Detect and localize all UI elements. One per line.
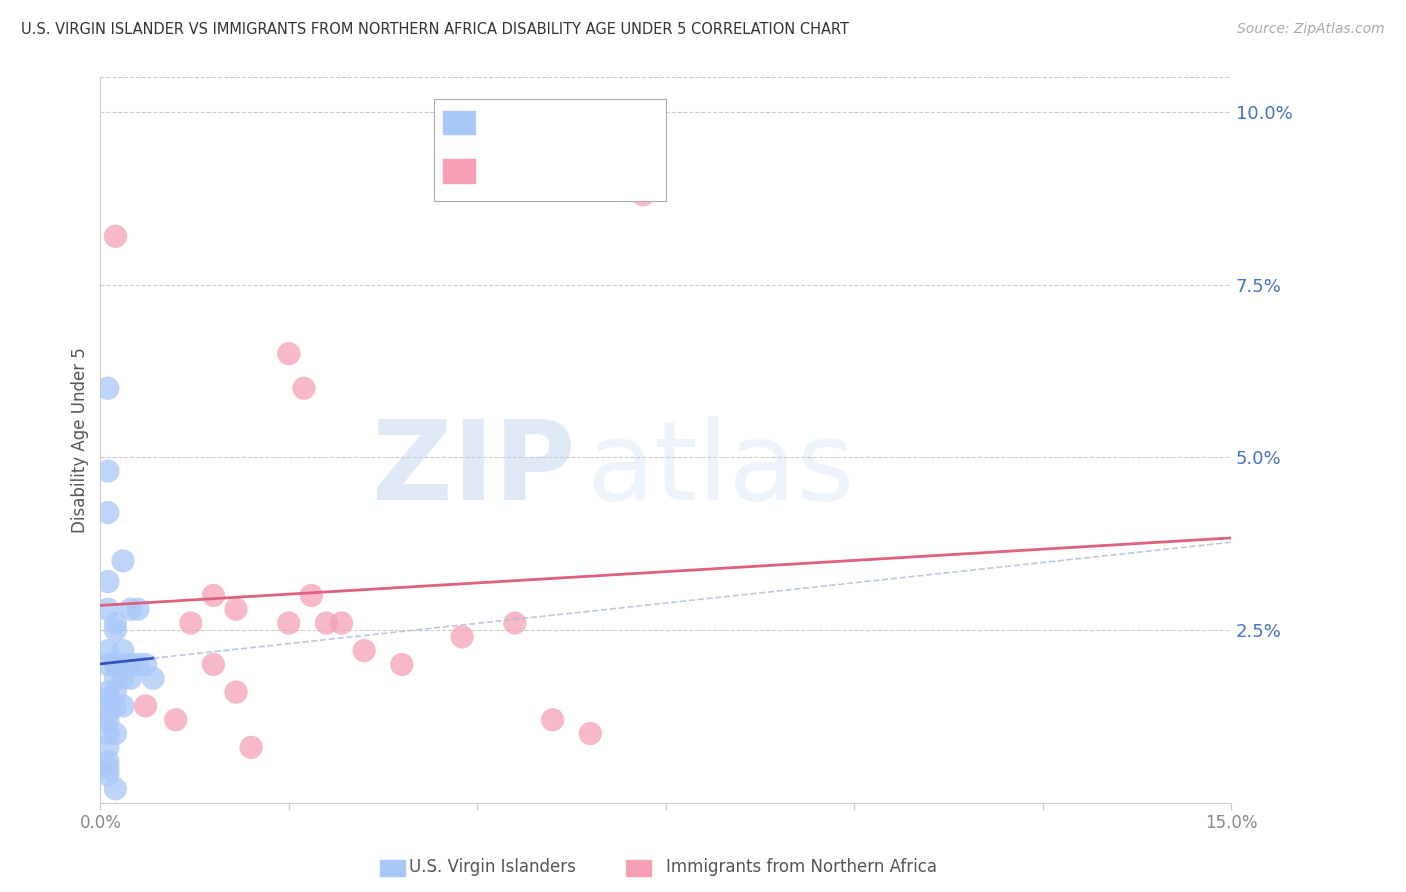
Text: N =: N =: [579, 159, 617, 177]
Point: [97, 740, 120, 755]
Point: [97, 381, 120, 395]
Point: [97, 685, 120, 699]
Point: [104, 623, 127, 637]
Text: N =: N =: [579, 111, 617, 128]
Point: [97, 602, 120, 616]
Text: R =: R =: [484, 111, 520, 128]
Point: [111, 671, 134, 685]
Point: [111, 554, 134, 568]
Text: 22: 22: [617, 159, 640, 177]
Point: [104, 657, 127, 672]
Y-axis label: Disability Age Under 5: Disability Age Under 5: [72, 347, 89, 533]
Point: [165, 713, 187, 727]
Point: [111, 657, 134, 672]
Point: [541, 713, 564, 727]
Bar: [443, 111, 475, 134]
Point: [104, 781, 127, 796]
Point: [135, 698, 157, 713]
Point: [127, 657, 149, 672]
Bar: [443, 160, 475, 183]
Point: [104, 671, 127, 685]
Text: 0.537: 0.537: [526, 159, 578, 177]
Point: [111, 643, 134, 657]
Text: 0.332: 0.332: [526, 111, 578, 128]
Point: [299, 588, 322, 602]
Text: R =: R =: [484, 159, 520, 177]
Point: [111, 698, 134, 713]
Point: [292, 381, 315, 395]
Point: [225, 602, 247, 616]
Point: [104, 685, 127, 699]
Point: [391, 657, 413, 672]
Point: [104, 657, 127, 672]
Point: [451, 630, 474, 644]
Text: Immigrants from Northern Africa: Immigrants from Northern Africa: [666, 858, 936, 876]
Point: [120, 657, 142, 672]
Point: [579, 726, 602, 740]
Point: [97, 657, 120, 672]
Text: U.S. Virgin Islanders: U.S. Virgin Islanders: [409, 858, 575, 876]
Point: [97, 754, 120, 768]
Point: [97, 643, 120, 657]
Point: [97, 706, 120, 720]
Point: [277, 615, 299, 630]
Point: [240, 740, 263, 755]
Point: [104, 698, 127, 713]
Point: [631, 187, 654, 202]
Point: [277, 347, 299, 361]
Point: [225, 685, 247, 699]
Point: [97, 692, 120, 706]
Point: [97, 768, 120, 782]
Point: [142, 671, 165, 685]
Point: [97, 464, 120, 478]
Point: [353, 643, 375, 657]
Point: [97, 726, 120, 740]
Point: [503, 615, 526, 630]
Point: [120, 602, 142, 616]
Text: 37: 37: [617, 111, 640, 128]
Point: [180, 615, 202, 630]
Point: [127, 602, 149, 616]
Text: U.S. VIRGIN ISLANDER VS IMMIGRANTS FROM NORTHERN AFRICA DISABILITY AGE UNDER 5 C: U.S. VIRGIN ISLANDER VS IMMIGRANTS FROM …: [21, 22, 849, 37]
Point: [104, 615, 127, 630]
Point: [202, 657, 225, 672]
Point: [120, 671, 142, 685]
Point: [97, 713, 120, 727]
Text: atlas: atlas: [586, 416, 855, 523]
Point: [330, 615, 353, 630]
Text: Source: ZipAtlas.com: Source: ZipAtlas.com: [1237, 22, 1385, 37]
Point: [104, 229, 127, 244]
Point: [97, 506, 120, 520]
Point: [97, 761, 120, 775]
Point: [97, 574, 120, 589]
Point: [135, 657, 157, 672]
Text: ZIP: ZIP: [371, 416, 575, 523]
Point: [202, 588, 225, 602]
Point: [104, 726, 127, 740]
Point: [315, 615, 337, 630]
